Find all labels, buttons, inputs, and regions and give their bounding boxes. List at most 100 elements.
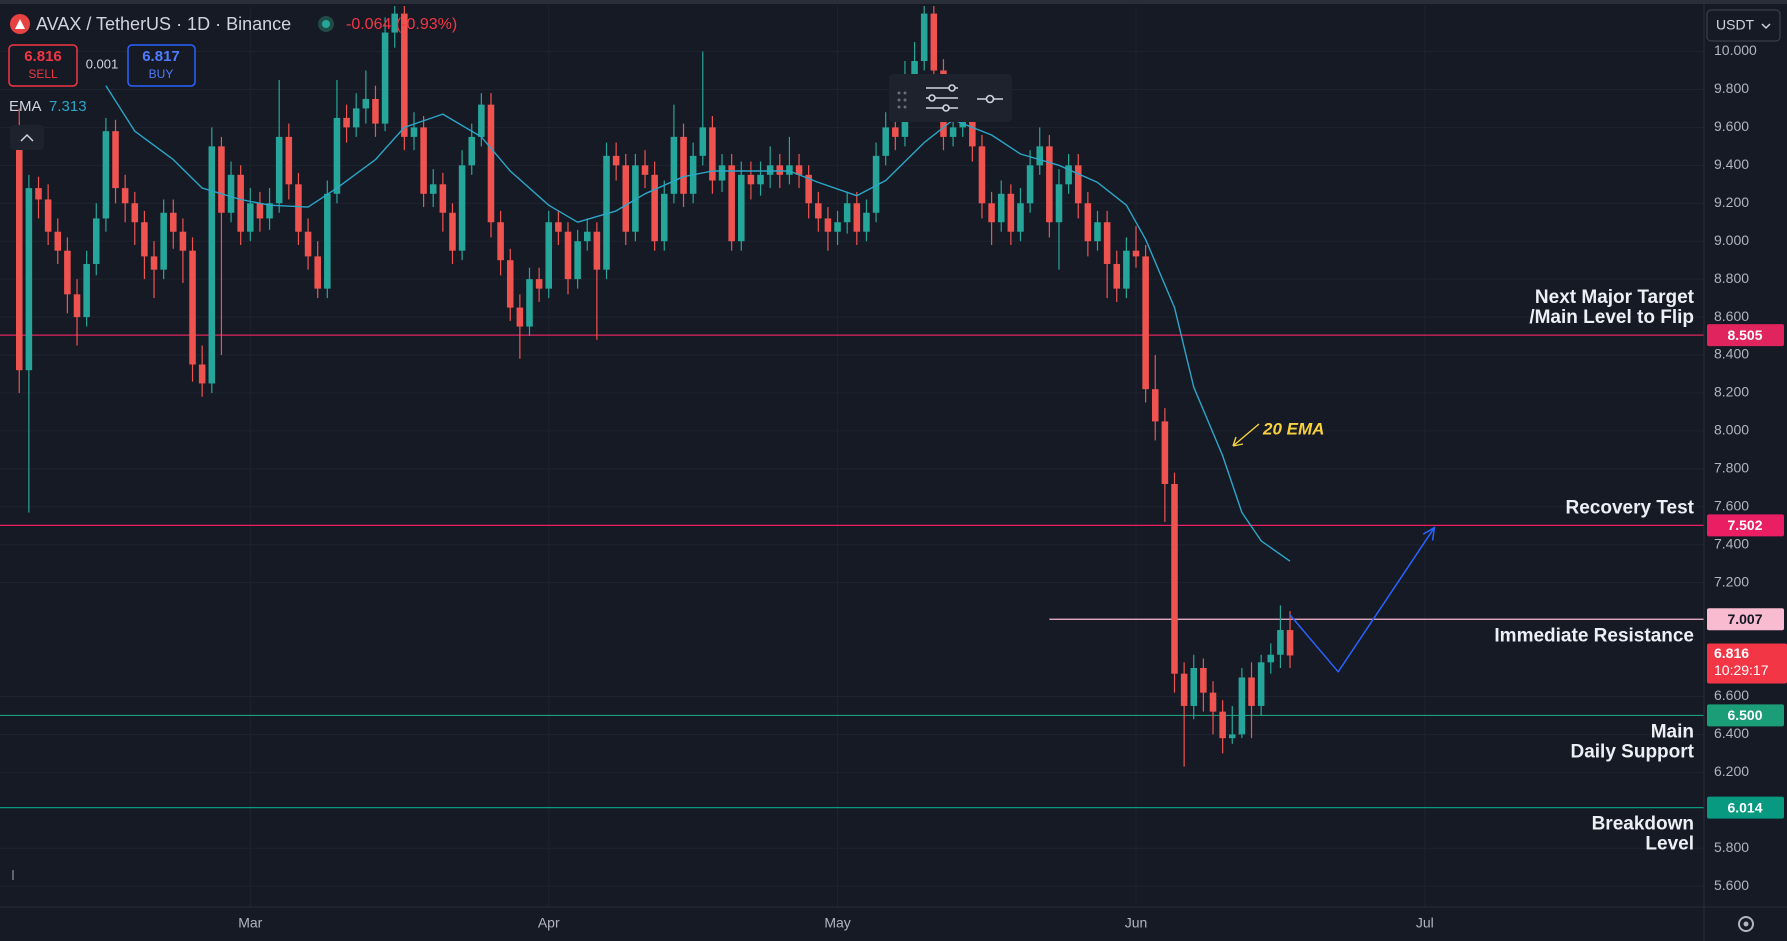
candle-body [612, 155, 620, 166]
price-tag [1707, 704, 1784, 727]
candle-body [198, 364, 206, 384]
candle-body [362, 98, 370, 109]
buy-price: 6.817 [142, 48, 180, 65]
price-tag-label: 6.014 [1727, 799, 1762, 815]
candle-body [1046, 146, 1053, 223]
candle-body [901, 108, 909, 137]
candle-body [583, 231, 591, 242]
plot-content [0, 6, 1704, 907]
ema-line [105, 85, 1291, 562]
candle-body [795, 165, 803, 175]
candle-body [834, 222, 841, 232]
candle-body [83, 263, 90, 318]
price-tag-label: 7.007 [1727, 611, 1762, 627]
level-label: Next Major Target [1535, 287, 1695, 308]
y-tick-label: 7.800 [1714, 460, 1749, 476]
annotation-text: 20 EMA [1262, 419, 1324, 438]
candle-body [872, 155, 880, 213]
candle-body [526, 279, 533, 327]
candle-body [468, 136, 476, 166]
candle-body [949, 127, 957, 137]
collapse-button[interactable] [10, 125, 44, 150]
symbol-title[interactable]: AVAX / TetherUS · 1D · Binance [36, 14, 291, 34]
level-label: Immediate Resistance [1494, 625, 1694, 646]
candle-body [285, 136, 293, 185]
candle-body [1094, 222, 1101, 242]
candle-body [969, 98, 976, 147]
candle-body [843, 203, 851, 223]
price-tag-label: 7.502 [1727, 517, 1762, 533]
candle-body [1113, 263, 1121, 289]
candle-body [429, 184, 437, 194]
buy-button[interactable] [127, 44, 196, 87]
level-label: Main [1651, 721, 1694, 742]
candle-body [275, 136, 283, 204]
toolbar-line-icon[interactable] [977, 94, 1003, 104]
countdown: 10:29:17 [1714, 662, 1769, 678]
candle-body [237, 174, 244, 232]
y-tick-label: 6.200 [1714, 763, 1749, 779]
candle-body [439, 184, 447, 213]
candle-body [131, 203, 139, 223]
candle-body [1151, 389, 1159, 422]
candle-body [73, 294, 81, 318]
y-tick-label: 9.000 [1714, 232, 1749, 248]
y-tick-label: 8.400 [1714, 346, 1749, 362]
market-status-dot [322, 20, 330, 28]
ema-name: EMA [9, 98, 42, 115]
candle-body [141, 222, 148, 257]
candle-body [25, 188, 33, 371]
candle-body [295, 184, 302, 232]
candle-body [150, 256, 158, 270]
price-tag [1707, 514, 1784, 537]
candle-body [1228, 734, 1236, 739]
candle-body [728, 165, 735, 242]
currency-selector[interactable] [1706, 9, 1781, 42]
settings-gear[interactable] [1738, 916, 1754, 932]
candle-body [1219, 711, 1226, 739]
currency-label: USDT [1716, 17, 1755, 33]
y-tick-label: 9.600 [1714, 118, 1749, 134]
candle-body [458, 165, 466, 251]
candle-body [516, 307, 524, 327]
candle-body [1286, 630, 1294, 656]
candle-body [815, 203, 822, 219]
candle-body [555, 222, 562, 232]
candle-body [757, 174, 764, 185]
candle-body [718, 165, 726, 181]
y-tick-label: 9.200 [1714, 194, 1749, 210]
top-strip [0, 0, 1787, 4]
candle-body [256, 203, 264, 219]
level-label: /Main Level to Flip [1529, 307, 1694, 328]
candle-body [641, 165, 649, 175]
candle-body [670, 136, 678, 194]
price-tag [1707, 796, 1784, 819]
candle-body [747, 174, 755, 185]
candle-body [1103, 222, 1111, 264]
candle-body [343, 117, 350, 128]
toolbar-grip [897, 91, 907, 109]
candle-body [1132, 250, 1140, 257]
candle-body [112, 131, 119, 189]
current-price-tag [1707, 643, 1787, 684]
candles [15, 6, 1294, 767]
candle-body [651, 174, 658, 242]
candle-body [1180, 673, 1188, 706]
candle-body [988, 203, 995, 223]
candle-body [622, 165, 630, 232]
y-tick-label: 8.200 [1714, 384, 1749, 400]
toolbar-settings-icon[interactable] [926, 84, 958, 112]
candle-body [805, 174, 812, 204]
candle-body [64, 250, 71, 295]
y-tick-label: 8.800 [1714, 270, 1749, 286]
candle-body [44, 199, 52, 232]
sell-button[interactable] [8, 44, 78, 87]
candle-body [1161, 421, 1169, 485]
candle-body [632, 165, 639, 232]
y-tick-label: 5.800 [1714, 839, 1749, 855]
settings-gear-center [1743, 921, 1749, 927]
sell-label: SELL [28, 67, 58, 81]
price-tag-label: 8.505 [1727, 327, 1762, 343]
